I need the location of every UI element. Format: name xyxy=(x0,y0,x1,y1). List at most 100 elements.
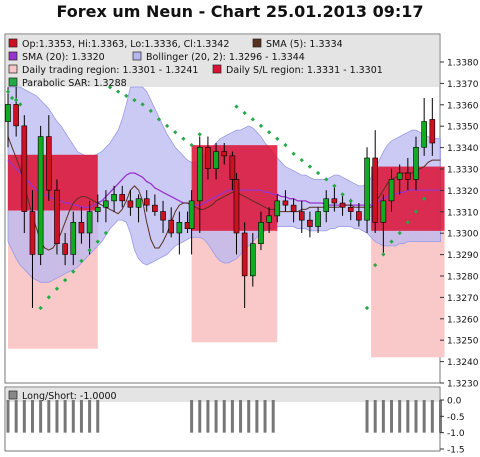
longshort-bar xyxy=(88,400,92,433)
sar-dot xyxy=(422,196,427,201)
longshort-y-tick-label: -1.0 xyxy=(447,429,465,439)
longshort-bar xyxy=(373,400,377,433)
longshort-bar xyxy=(430,400,434,433)
y-tick-label: 1.3280 xyxy=(447,273,479,283)
candle-up xyxy=(176,221,183,234)
sar-dot xyxy=(324,177,329,182)
candle-up xyxy=(274,200,281,217)
sar-dot xyxy=(173,130,178,135)
y-tick-label: 1.3230 xyxy=(447,380,479,390)
legend-swatch-sar xyxy=(8,77,18,87)
candle-down xyxy=(229,155,236,180)
longshort-bar xyxy=(22,400,26,433)
longshort-bar xyxy=(96,400,100,433)
candle-down xyxy=(152,204,158,212)
sar-dot xyxy=(140,102,145,107)
sar-dot xyxy=(132,98,137,103)
legend-label-sma20: SMA (20): 1.3320 xyxy=(22,52,105,63)
sar-dot xyxy=(413,209,419,214)
candle-up xyxy=(323,198,330,212)
y-tick-label: 1.3290 xyxy=(447,251,479,261)
longshort-bar xyxy=(63,400,67,433)
daily-trading-region xyxy=(371,230,445,358)
sar-dot xyxy=(266,130,272,135)
legend-swatch-daily_sl xyxy=(212,64,222,74)
y-tick-label: 1.3380 xyxy=(447,59,479,69)
y-tick-label: 1.3360 xyxy=(447,101,479,111)
sar-dot xyxy=(181,136,186,141)
y-tick-label: 1.3240 xyxy=(447,358,479,368)
candle-down xyxy=(45,136,52,191)
sar-dot xyxy=(107,85,113,90)
sar-dot xyxy=(348,198,353,203)
longshort-bar xyxy=(71,400,75,433)
longshort-bar xyxy=(14,400,18,433)
longshort-y-tick-label: 0.0 xyxy=(447,397,462,407)
candle-up xyxy=(37,136,44,255)
longshort-legend-background xyxy=(6,388,439,402)
sar-dot xyxy=(156,117,162,122)
sar-dot xyxy=(87,248,92,253)
candle-down xyxy=(233,179,240,234)
longshort-y-tick-label: -1.5 xyxy=(447,446,465,456)
candle-up xyxy=(135,198,142,208)
longshort-bar xyxy=(79,400,83,433)
legend-label-longshort: Long/Short: -1.0000 xyxy=(22,391,117,402)
sar-dot xyxy=(373,263,378,268)
candle-up xyxy=(413,146,419,180)
sar-dot xyxy=(364,305,370,311)
y-tick-label: 1.3340 xyxy=(447,144,479,154)
legend-background xyxy=(6,35,439,87)
candle-down xyxy=(119,194,126,202)
longshort-bar xyxy=(6,400,10,433)
legend-label-sar: Parabolic SAR: 1.3288 xyxy=(22,78,127,89)
sar-dot xyxy=(315,170,321,176)
sar-dot xyxy=(332,183,337,188)
longshort-bar xyxy=(365,400,369,433)
y-tick-label: 1.3300 xyxy=(447,230,479,240)
longshort-bar xyxy=(422,400,426,433)
candle-up xyxy=(103,200,109,208)
longshort-bar xyxy=(55,400,59,433)
candle-up xyxy=(94,206,101,212)
candle-down xyxy=(339,202,346,208)
sar-dot xyxy=(103,230,109,236)
legend-label-ohlc: Op:1.3353, Hi:1.3363, Lo:1.3336, Cl:1.33… xyxy=(22,39,229,50)
candle-down xyxy=(429,119,436,144)
legend-swatch-ohlc xyxy=(8,38,18,48)
candle-up xyxy=(258,221,264,245)
y-tick-label: 1.3270 xyxy=(447,294,479,304)
candle-up xyxy=(364,157,370,221)
candle-down xyxy=(290,204,297,212)
sar-dot xyxy=(124,93,129,98)
longshort-bar xyxy=(198,400,202,433)
sar-dot xyxy=(405,220,410,225)
candle-down xyxy=(13,104,19,127)
longshort-bar xyxy=(239,400,243,433)
longshort-bar xyxy=(381,400,385,433)
legend-label-sma5: SMA (5): 1.3334 xyxy=(266,39,343,50)
sar-dot xyxy=(242,110,247,116)
sar-dot xyxy=(389,239,394,244)
candle-down xyxy=(221,151,228,157)
legend-swatch-longshort xyxy=(8,390,18,400)
candle-down xyxy=(331,198,338,204)
longshort-bar xyxy=(271,400,275,433)
longshort-bar xyxy=(398,400,402,433)
longshort-bar xyxy=(47,400,51,433)
y-tick-label: 1.3350 xyxy=(447,123,479,133)
candle-down xyxy=(168,219,174,234)
longshort-bar xyxy=(406,400,410,433)
candle-up xyxy=(70,221,77,255)
longshort-bar xyxy=(222,400,226,433)
candle-up xyxy=(5,104,11,122)
sar-dot xyxy=(381,252,386,257)
candle-up xyxy=(421,121,427,148)
candle-up xyxy=(213,151,219,170)
y-tick-label: 1.3370 xyxy=(447,80,479,90)
candle-up xyxy=(388,179,395,202)
longshort-bar xyxy=(230,400,234,433)
candle-up xyxy=(250,243,256,277)
candle-down xyxy=(54,189,60,245)
candle-up xyxy=(315,211,321,227)
